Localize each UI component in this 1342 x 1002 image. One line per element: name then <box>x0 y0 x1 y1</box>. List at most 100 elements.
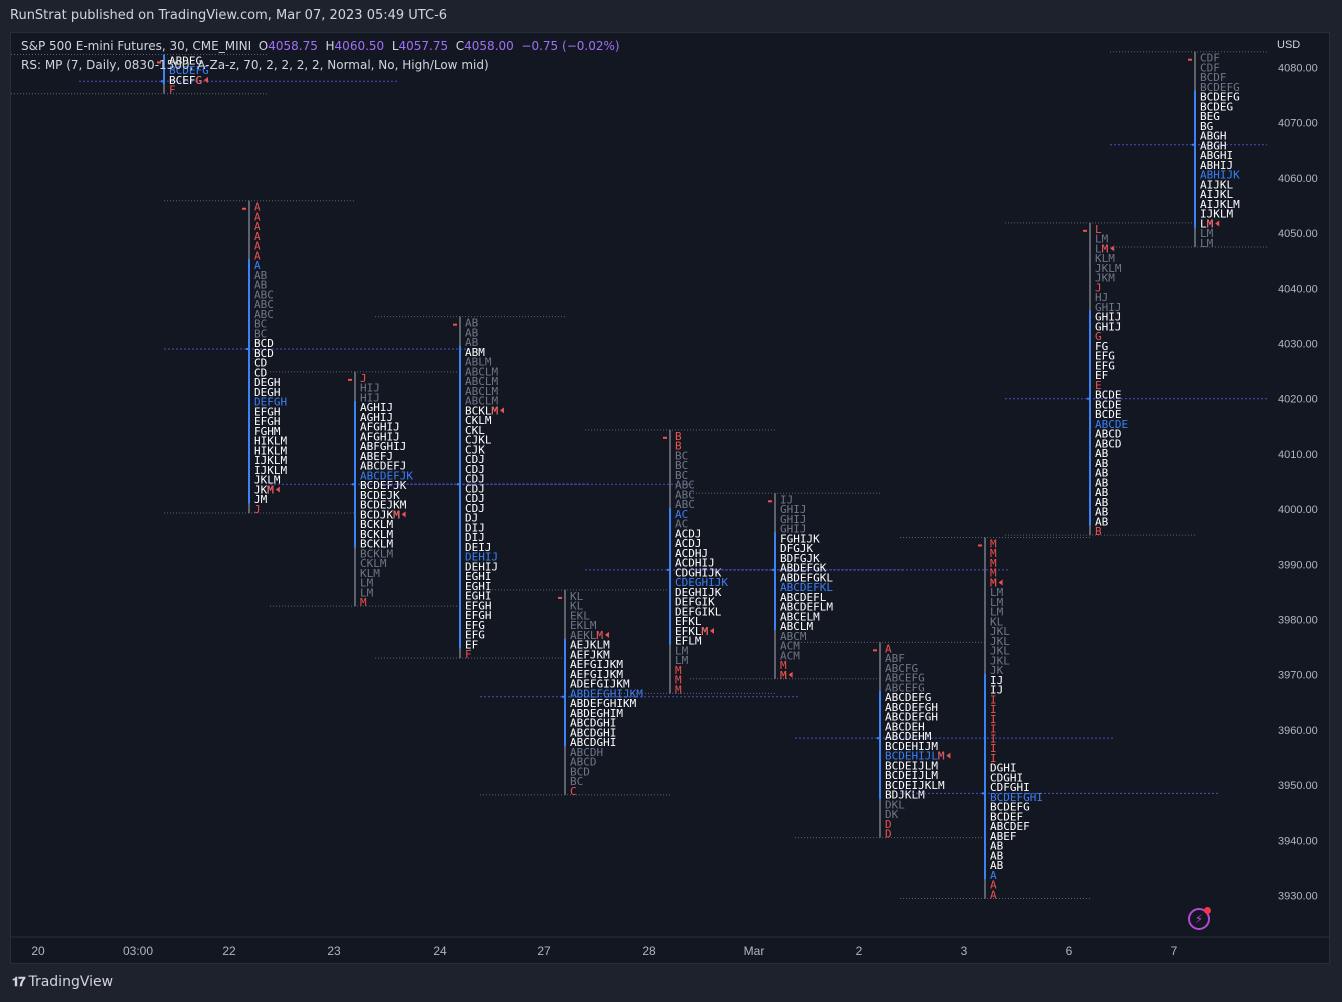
tpo-row: GHIJ <box>1095 311 1122 324</box>
tpo-row: ABCD <box>570 756 597 769</box>
tpo-row: AB <box>1095 457 1109 470</box>
tpo-row: BCDE <box>1095 408 1122 421</box>
tpo-row: DKL <box>885 798 905 811</box>
tpo-row: ABM <box>465 346 485 359</box>
tpo-row: EFGH <box>254 415 281 428</box>
tpo-row: HIJ <box>360 391 380 404</box>
tpo-row: BC <box>675 459 688 472</box>
tpo-row: M <box>990 537 997 550</box>
tpo-row: EFKL <box>675 615 702 628</box>
tpo-row: LM <box>675 644 689 657</box>
tpo-row: JKL <box>990 654 1010 667</box>
close-marker: M <box>938 750 945 763</box>
tpo-row: ABCDEFGH <box>885 701 938 714</box>
tpo-row: ABDEFGHIJKM <box>570 687 643 700</box>
tpo-row: AB <box>254 269 268 282</box>
tpo-row: KL <box>990 615 1004 628</box>
publish-info: RunStrat published on TradingView.com, M… <box>10 8 448 23</box>
tpo-row: JKL <box>990 625 1010 638</box>
tpo-row: JKM <box>254 483 274 496</box>
tpo-row: CDJ <box>465 482 485 495</box>
tpo-row: ABCEFG <box>885 681 925 694</box>
tpo-row: ABDEFGKL <box>780 571 833 584</box>
tpo-row: BCD <box>254 347 274 360</box>
tpo-row: ABCDEFGH <box>885 711 938 724</box>
tpo-row: BCDEFJK <box>360 479 407 492</box>
price-tick-label: 3930.00 <box>1278 891 1318 903</box>
tpo-row: CDJ <box>465 463 485 476</box>
tpo-row: BCKLM <box>360 528 393 541</box>
tpo-row: DEFGIKL <box>675 605 722 618</box>
tpo-row: A <box>990 888 997 901</box>
tpo-row: ABCD <box>1095 437 1122 450</box>
close-arrow-icon <box>401 511 406 518</box>
indicator-title[interactable]: RS: MP (7, Daily, 0830-1500, A-Za-z, 70,… <box>21 58 489 72</box>
tpo-row: AB <box>1095 486 1109 499</box>
tpo-row: A <box>990 869 997 882</box>
price-tick-label: 3940.00 <box>1278 835 1318 847</box>
tpo-row: KLM <box>360 567 380 580</box>
publish-header: RunStrat published on TradingView.com, M… <box>0 0 1342 32</box>
tpo-row: ABCDEF <box>990 820 1030 833</box>
tpo-row: ABC <box>675 488 695 501</box>
tpo-row: CDJ <box>465 473 485 486</box>
tpo-row: ACDHJ <box>675 547 708 560</box>
symbol-legend[interactable]: S&P 500 E-mini Futures, 30, CME_MINI O40… <box>21 39 620 53</box>
tpo-row: ACDHIJ <box>675 557 715 570</box>
tpo-row: ABFGHIJ <box>360 440 406 453</box>
tpo-row: AEJKLM <box>570 639 610 652</box>
tpo-row: G <box>1095 330 1102 343</box>
price-tick-label: 3980.00 <box>1278 615 1318 627</box>
tpo-row: AEFGIJKM <box>570 668 623 681</box>
tpo-row: AB <box>1095 515 1109 528</box>
close-marker: M <box>1207 217 1214 230</box>
tpo-row: BCDEHIJLM <box>885 750 945 763</box>
tpo-row: CDF <box>1200 52 1220 65</box>
tpo-row: J <box>254 503 261 516</box>
tpo-row: M <box>360 596 367 609</box>
high-value: 4060.50 <box>334 39 385 53</box>
tpo-row: EGHI <box>465 580 492 593</box>
tpo-row: I <box>990 742 997 755</box>
time-tick-label: 03:00 <box>123 944 153 958</box>
footer: 𝟏𝟕 TradingView <box>0 966 1342 1002</box>
tpo-row: AB <box>1095 467 1109 480</box>
tpo-row: BCDE <box>1095 398 1122 411</box>
price-tick-label: 4050.00 <box>1278 228 1318 240</box>
tpo-row: CDJ <box>465 492 485 505</box>
tpo-row: A <box>254 240 261 253</box>
indicator-legend[interactable]: RS: MP (7, Daily, 0830-1500, A-Za-z, 70,… <box>21 58 489 72</box>
price-tick-label: 4080.00 <box>1278 63 1318 75</box>
tpo-row: ABGH <box>1200 139 1227 152</box>
tpo-row: C <box>570 785 577 798</box>
close-arrow-icon <box>1215 220 1220 227</box>
time-tick-label: 6 <box>1066 944 1073 958</box>
tpo-row: B <box>675 430 682 443</box>
tpo-row: ABCDE <box>1095 418 1128 431</box>
tpo-row: LM <box>1200 227 1214 240</box>
open-value: 4058.75 <box>268 39 318 53</box>
tpo-row: BCDJKM <box>360 508 400 521</box>
tpo-row: EGHI <box>465 590 492 603</box>
tpo-row: M <box>990 567 997 580</box>
time-tick-label: 20 <box>31 944 45 958</box>
tpo-row: ABCDGHI <box>570 717 616 730</box>
tpo-row: GHIJ <box>780 523 807 536</box>
market-profile-chart[interactable]: USD 4080.00 4070.00 4060.00 4050.00 4040.00 40… <box>11 33 1330 964</box>
price-tick-label: 3990.00 <box>1278 559 1318 571</box>
tpo-row: I <box>990 723 997 736</box>
chart-pane[interactable]: USD 4080.00 4070.00 4060.00 4050.00 4040.00 40… <box>10 32 1330 964</box>
tpo-row: AC <box>675 518 688 531</box>
price-axis-bg[interactable] <box>1267 33 1330 964</box>
time-tick-label: 3 <box>961 944 968 958</box>
tpo-row: CKLM <box>360 557 387 570</box>
tpo-row: ABCLM <box>465 365 498 378</box>
tpo-row: AC <box>675 508 688 521</box>
tpo-row: ABCLM <box>780 620 813 633</box>
lightning-icon[interactable]: ⚡ <box>1188 908 1210 930</box>
tpo-row: AEFGIJKM <box>570 658 623 671</box>
tpo-row: BCDEF <box>990 810 1023 823</box>
symbol-name[interactable]: S&P 500 E-mini Futures, 30, CME_MINI <box>21 39 252 53</box>
close-arrow-icon <box>500 407 504 414</box>
tradingview-logo[interactable]: 𝟏𝟕 TradingView <box>12 974 113 990</box>
